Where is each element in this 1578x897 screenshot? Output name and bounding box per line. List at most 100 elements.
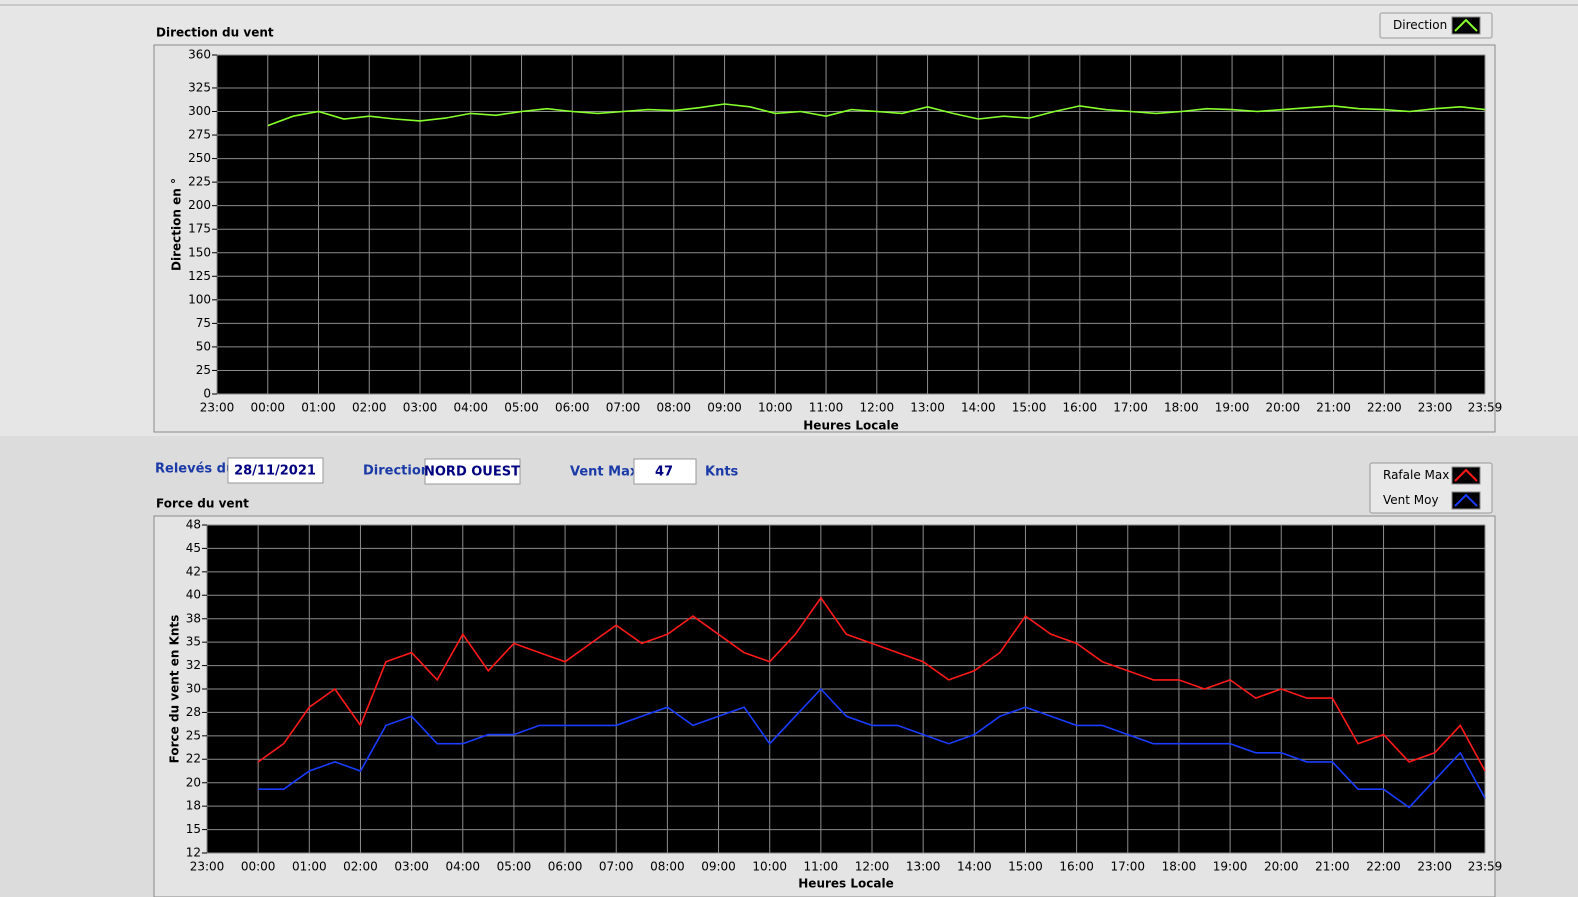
x-tick-label: 04:00 xyxy=(445,860,480,874)
x-tick-label: 23:00 xyxy=(1417,860,1452,874)
chart-title: Force du vent xyxy=(156,497,249,511)
x-tick-label: 02:00 xyxy=(352,401,387,415)
date-label: Relevés du xyxy=(155,462,235,477)
x-tick-label: 04:00 xyxy=(453,401,488,415)
x-tick-label: 07:00 xyxy=(599,860,634,874)
x-tick-label: 19:00 xyxy=(1215,401,1250,415)
x-tick-label: 03:00 xyxy=(394,860,429,874)
x-tick-label: 22:00 xyxy=(1367,401,1402,415)
x-tick-label: 16:00 xyxy=(1063,401,1098,415)
x-tick-label: 01:00 xyxy=(301,401,336,415)
x-tick-label: 12:00 xyxy=(860,401,895,415)
y-tick-label: 38 xyxy=(186,611,201,625)
legend-swatch xyxy=(1451,16,1481,35)
legend-label: Rafale Max xyxy=(1383,468,1449,482)
y-tick-label: 48 xyxy=(186,518,201,532)
y-tick-label: 0 xyxy=(203,387,211,401)
y-tick-label: 100 xyxy=(188,292,211,306)
x-tick-label: 09:00 xyxy=(701,860,736,874)
plot-area xyxy=(217,55,1485,394)
y-tick-label: 360 xyxy=(188,48,211,62)
x-tick-label: 00:00 xyxy=(241,860,276,874)
x-tick-label: 13:00 xyxy=(910,401,945,415)
x-tick-label: 22:00 xyxy=(1366,860,1401,874)
legend-swatch xyxy=(1451,466,1481,485)
x-tick-label: 11:00 xyxy=(809,401,844,415)
y-tick-label: 300 xyxy=(188,104,211,118)
legend-line xyxy=(1454,493,1478,507)
x-tick-label: 06:00 xyxy=(548,860,583,874)
y-tick-label: 18 xyxy=(186,799,201,813)
x-tick-label: 06:00 xyxy=(555,401,590,415)
y-tick-label: 15 xyxy=(186,822,201,836)
max-label: Vent Max xyxy=(570,465,639,480)
x-tick-label: 21:00 xyxy=(1316,401,1351,415)
series-line xyxy=(257,596,1486,772)
y-tick-label: 25 xyxy=(186,728,201,742)
x-tick-label: 14:00 xyxy=(961,401,996,415)
direction-box[interactable] xyxy=(424,458,521,485)
x-tick-label: 10:00 xyxy=(758,401,793,415)
y-tick-label: 175 xyxy=(188,222,211,236)
y-tick-label: 125 xyxy=(188,269,211,283)
x-tick-label: 21:00 xyxy=(1315,860,1350,874)
x-tick-label: 18:00 xyxy=(1164,401,1199,415)
x-tick-label: 09:00 xyxy=(707,401,742,415)
x-tick-label: 20:00 xyxy=(1266,401,1301,415)
x-tick-label: 03:00 xyxy=(403,401,438,415)
y-tick-label: 200 xyxy=(188,198,211,212)
max-value: 47 xyxy=(655,465,673,480)
x-tick-label: 13:00 xyxy=(906,860,941,874)
x-tick-label: 23:59 xyxy=(1468,860,1503,874)
y-axis-label: Direction en ° xyxy=(170,178,184,271)
x-tick-label: 08:00 xyxy=(650,860,685,874)
y-tick-label: 40 xyxy=(186,588,201,602)
x-tick-label: 23:00 xyxy=(190,860,225,874)
x-tick-label: 23:59 xyxy=(1468,401,1503,415)
y-tick-label: 42 xyxy=(186,564,201,578)
y-tick-label: 30 xyxy=(186,682,201,696)
chart-title: Direction du vent xyxy=(156,26,274,40)
x-tick-label: 20:00 xyxy=(1264,860,1299,874)
direction-label: Direction xyxy=(363,464,430,479)
y-tick-label: 32 xyxy=(186,658,201,672)
x-tick-label: 11:00 xyxy=(804,860,839,874)
x-tick-label: 00:00 xyxy=(250,401,285,415)
y-tick-label: 28 xyxy=(186,705,201,719)
y-tick-label: 75 xyxy=(196,316,211,330)
y-tick-label: 225 xyxy=(188,175,211,189)
legend-swatch xyxy=(1451,491,1481,510)
y-tick-label: 325 xyxy=(188,80,211,94)
x-tick-label: 01:00 xyxy=(292,860,327,874)
y-tick-label: 25 xyxy=(196,363,211,377)
max-box[interactable] xyxy=(633,458,697,485)
series-line xyxy=(267,103,1486,127)
legend-line xyxy=(1454,468,1478,482)
x-tick-label: 07:00 xyxy=(606,401,641,415)
y-tick-label: 275 xyxy=(188,128,211,142)
x-axis-label: Heures Locale xyxy=(803,419,898,433)
x-tick-label: 23:00 xyxy=(200,401,235,415)
y-tick-label: 22 xyxy=(186,752,201,766)
x-tick-label: 10:00 xyxy=(752,860,787,874)
y-axis-label: Force du vent en Knts xyxy=(168,615,182,764)
date-box[interactable] xyxy=(227,457,324,484)
y-tick-label: 20 xyxy=(186,775,201,789)
x-tick-label: 15:00 xyxy=(1012,401,1047,415)
y-tick-label: 50 xyxy=(196,339,211,353)
x-tick-label: 17:00 xyxy=(1113,401,1148,415)
y-tick-label: 250 xyxy=(188,151,211,165)
x-tick-label: 16:00 xyxy=(1059,860,1094,874)
x-tick-label: 14:00 xyxy=(957,860,992,874)
date-value: 28/11/2021 xyxy=(234,464,316,479)
legend-label: Vent Moy xyxy=(1383,493,1439,507)
x-tick-label: 15:00 xyxy=(1008,860,1043,874)
x-tick-label: 05:00 xyxy=(504,401,539,415)
x-tick-label: 23:00 xyxy=(1418,401,1453,415)
x-axis-label: Heures Locale xyxy=(798,877,893,891)
x-tick-label: 12:00 xyxy=(855,860,890,874)
x-tick-label: 19:00 xyxy=(1213,860,1248,874)
y-tick-label: 35 xyxy=(186,635,201,649)
y-tick-label: 45 xyxy=(186,541,201,555)
